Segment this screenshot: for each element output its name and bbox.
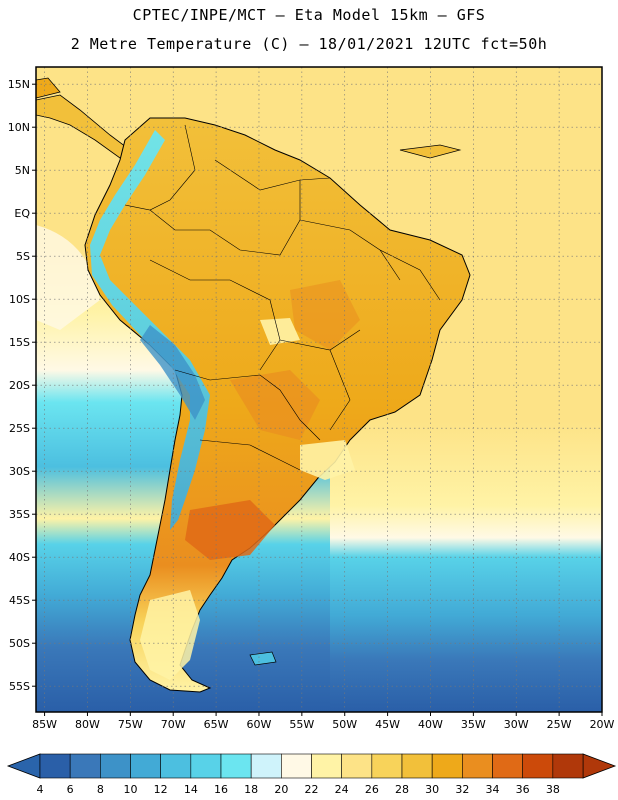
lon-label: 80W [75,718,100,731]
colorbar-swatch [552,753,584,779]
map-frame [35,66,603,713]
lon-label: 60W [247,718,272,731]
colorbar-tick-label: 36 [516,783,530,796]
colorbar-tick-label: 10 [124,783,138,796]
mild-patch-mato-grosso [260,318,300,345]
colorbar-swatch [160,753,192,779]
colorbar-tick-label: 24 [335,783,349,796]
lon-label: 75W [118,718,143,731]
hot-patch-pampas [185,500,275,560]
lon-label: 85W [32,718,57,731]
colorbar-swatch [492,753,523,779]
colorbar-swatch [281,753,312,779]
altiplano-cold-core [140,325,205,420]
patagonia-mild-area [140,590,200,680]
colorbar-tick-label: 18 [244,783,258,796]
colorbar-tick-label: 26 [365,783,379,796]
lat-label: 45S [9,594,30,607]
colorbar-swatch [431,753,463,779]
lon-label: 70W [161,718,186,731]
colorbar-swatch [311,753,342,779]
lon-label: 30W [504,718,529,731]
lat-label: 5N [15,164,30,177]
lat-label: 10S [9,293,30,306]
colorbar-swatch [401,753,433,779]
colorbar-swatch [462,753,493,779]
lon-label: 55W [289,718,314,731]
country-borders [124,124,441,471]
lat-label: 15S [9,336,30,349]
map-title: CPTEC/INPE/MCT – Eta Model 15km – GFS [132,6,486,24]
falkland-islands [249,651,277,666]
hot-patch-central-brazil [290,280,360,350]
coastal-warm-band [36,225,100,330]
hot-patch-chaco [230,370,320,440]
lat-label: 40S [9,551,30,564]
lat-label: 30S [9,465,30,478]
lat-label: 25S [9,422,30,435]
caribbean-island [399,144,462,159]
lon-label: 40W [418,718,443,731]
lon-label: 35W [461,718,486,731]
temperature-colorbar: 4 6 8 10 12 14 16 18 20 22 24 26 28 30 32 34 36 38 [6,753,617,796]
colorbar-tick-label: 14 [184,783,198,796]
colorbar-tick-label: 32 [455,783,469,796]
colorbar-swatch [220,753,252,779]
lon-label: 50W [332,718,357,731]
colorbar-swatch [69,753,101,779]
lon-label: 45W [375,718,400,731]
colorbar-high-arrow [582,753,617,779]
colorbar-swatch [130,753,161,779]
lon-label: 25W [547,718,572,731]
colorbar-tick-label: 8 [97,783,104,796]
colorbar-tick-label: 12 [154,783,168,796]
longitude-labels: 85W 80W 75W 70W 65W 60W 55W 50W 45W 40W 35W 30W 25W 2… [32,712,615,731]
colorbar-tick-label: 34 [486,783,500,796]
lat-label: 5S [16,250,30,263]
colorbar-swatch [100,753,131,779]
mild-patch-south-brazil [300,440,355,480]
colorbar-tick-label: 22 [305,783,319,796]
lat-label: 50S [9,637,30,650]
lat-label: EQ [14,207,30,220]
lon-label: 20W [590,718,615,731]
lat-label: 15N [8,78,30,91]
yucatan-land [36,77,61,99]
colorbar-swatch [371,753,403,779]
colorbar-low-arrow [6,753,41,779]
colorbar-tick-label: 30 [425,783,439,796]
colorbar-swatch [250,753,282,779]
colorbar-swatch [39,753,71,779]
latitude-labels: 15N 10N 5N EQ 5S 10S 15S 20S 25S 30S 35S 40S 45S 50S 5… [8,78,36,693]
lon-label: 65W [204,718,229,731]
lat-label: 55S [9,680,30,693]
lat-label: 10N [8,121,30,134]
colorbar-tick-label: 38 [546,783,560,796]
colorbar-tick-label: 16 [214,783,228,796]
colorbar-tick-label: 6 [67,783,74,796]
colorbar-tick-label: 20 [274,783,288,796]
map-panel [36,67,602,712]
colorbar-swatch [522,753,554,779]
map-subtitle: 2 Metre Temperature (C) – 18/01/2021 12U… [70,35,548,53]
lat-label: 20S [9,379,30,392]
colorbar-tick-label: 28 [395,783,409,796]
lat-label: 35S [9,508,30,521]
colorbar-tick-label: 4 [37,783,44,796]
colorbar-swatch [190,753,222,779]
colorbar-swatch [341,753,373,779]
